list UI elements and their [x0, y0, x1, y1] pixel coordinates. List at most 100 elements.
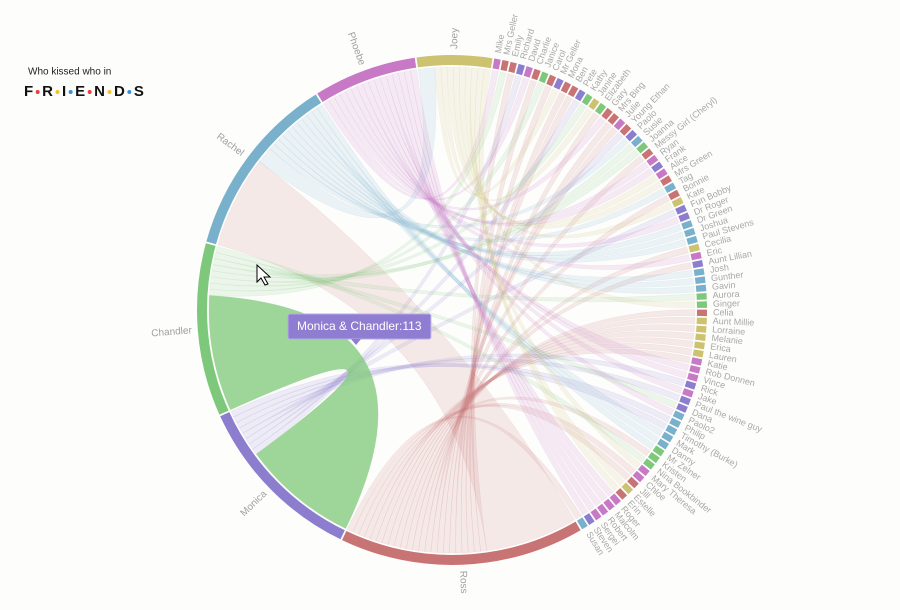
node-arc: [678, 212, 690, 222]
logo-dot: [87, 90, 92, 94]
node-arc: [197, 243, 229, 415]
logo-dots: [35, 90, 132, 94]
ribbon: [236, 358, 681, 429]
ribbon: [210, 143, 635, 283]
node-label: Mike: [493, 33, 506, 53]
node-arc: [613, 118, 626, 131]
node-arc: [671, 197, 684, 208]
node-arc: [691, 357, 703, 366]
node-arc: [669, 417, 682, 428]
ribbon: [410, 69, 589, 516]
node-arc: [538, 71, 549, 84]
ribbon: [412, 262, 692, 552]
main-node-label: Joey: [449, 28, 460, 49]
node-arc: [679, 395, 691, 406]
node-label: Gunther: [710, 269, 743, 283]
node-arc: [597, 503, 609, 516]
node-label: Josh: [709, 262, 729, 275]
ribbon: [363, 396, 651, 540]
node-arc: [627, 476, 639, 489]
ribbon: [282, 130, 685, 260]
node-label: Ginger: [713, 298, 740, 309]
node-arc: [672, 410, 685, 421]
node-arc: [690, 251, 702, 261]
ribbon: [352, 404, 631, 535]
node-arc: [632, 470, 645, 483]
node-arc: [661, 431, 674, 443]
tooltip-pointer: [351, 339, 361, 345]
ribbon: [391, 72, 608, 502]
node-arc: [546, 74, 557, 87]
ribbon: [356, 83, 691, 270]
node-arc: [577, 517, 588, 530]
ribbon: [474, 68, 625, 486]
node-arc: [607, 113, 620, 125]
node-arc: [508, 61, 517, 74]
node-arc: [603, 498, 615, 511]
ribbon: [424, 195, 670, 553]
node-label: Eric: [706, 245, 724, 258]
tooltip-text: Monica & Chandler:113: [297, 319, 422, 333]
ribbon: [367, 79, 688, 379]
node-arc: [523, 66, 533, 78]
ribbon: [269, 137, 629, 229]
node-arc: [651, 161, 664, 173]
ribbon: [209, 82, 545, 292]
ribbon: [248, 99, 580, 450]
node-arc: [668, 189, 680, 201]
node-label: Lorraine: [712, 324, 746, 336]
ribbon: [306, 111, 664, 437]
ribbon: [233, 363, 671, 423]
ribbon: [217, 161, 575, 551]
node-arc: [696, 292, 707, 300]
node-arc: [647, 451, 660, 464]
node-arc: [615, 488, 628, 500]
node-label: Celia: [713, 307, 734, 317]
ribbon: [291, 122, 693, 282]
main-node-label: Chandler: [151, 325, 193, 339]
main-node-label: Ross: [457, 571, 469, 594]
node-label: Erica: [710, 341, 732, 354]
node-arc: [643, 458, 655, 470]
node-arc: [655, 168, 668, 180]
node-arc: [688, 243, 700, 253]
main-node-label: Monica: [239, 488, 270, 519]
ribbon: [440, 66, 593, 202]
ribbon: [397, 71, 602, 507]
ribbon: [464, 67, 696, 309]
node-arc: [695, 284, 707, 292]
node-arc: [630, 135, 643, 148]
node-arc: [683, 227, 696, 238]
ribbon: [436, 127, 618, 554]
ribbon: [362, 81, 690, 372]
node-arc: [590, 508, 602, 521]
node-arc: [206, 94, 322, 245]
node-arc: [675, 204, 687, 215]
node-arc: [665, 424, 678, 436]
node-arc: [621, 482, 634, 495]
node-arc: [693, 268, 705, 277]
node-arc: [637, 464, 650, 477]
logo: FRIENDS: [24, 83, 153, 100]
node-arc: [652, 445, 665, 457]
node-arc: [696, 301, 707, 308]
ribbon: [333, 94, 606, 211]
node-arc: [531, 68, 541, 81]
ribbon: [311, 107, 660, 444]
ribbon: [211, 149, 640, 279]
node-arc: [619, 124, 632, 136]
ribbon: [460, 91, 566, 554]
ribbon: [393, 324, 695, 548]
ribbon: [339, 91, 650, 225]
ribbon: [208, 295, 379, 529]
ribbon: [449, 112, 600, 554]
node-arc: [601, 107, 613, 120]
logo-dot: [68, 90, 73, 94]
node-arc: [696, 309, 707, 317]
main-node-label: Phoebe: [345, 31, 367, 68]
node-arc: [657, 438, 669, 450]
node-arc: [342, 521, 581, 565]
ribbon: [453, 66, 663, 229]
node-arc: [664, 182, 677, 193]
